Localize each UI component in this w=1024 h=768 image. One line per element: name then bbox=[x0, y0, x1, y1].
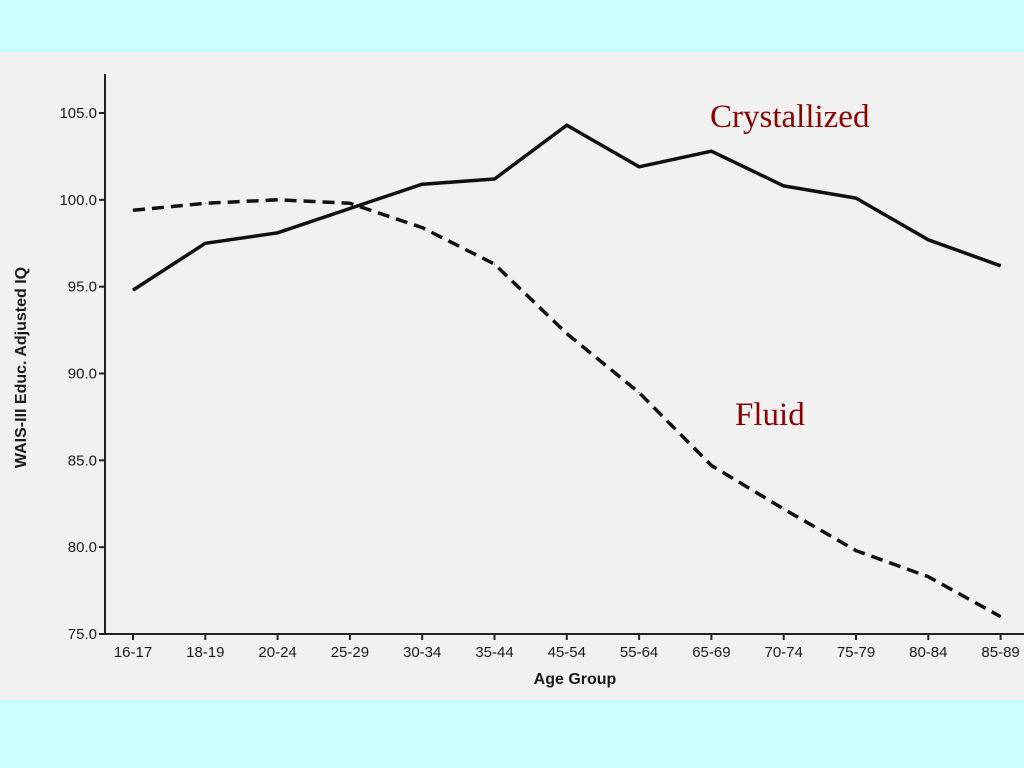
data-point-fluid bbox=[783, 508, 785, 510]
data-point-fluid bbox=[349, 202, 351, 204]
x-tick-label: 70-74 bbox=[765, 644, 803, 661]
data-point-crystallized bbox=[710, 150, 712, 152]
data-point-fluid bbox=[710, 465, 712, 467]
series-line-crystallized bbox=[132, 123, 1002, 292]
data-point-fluid bbox=[132, 209, 134, 211]
data-point-fluid bbox=[1000, 616, 1002, 618]
x-tick-label: 45-54 bbox=[548, 644, 586, 661]
data-point-crystallized bbox=[638, 166, 640, 168]
x-tick-label: 35-44 bbox=[475, 644, 513, 661]
data-point-fluid bbox=[204, 202, 206, 204]
x-tick-label: 65-69 bbox=[692, 644, 730, 661]
data-point-crystallized bbox=[566, 124, 568, 126]
chart-axes bbox=[104, 74, 1024, 635]
data-point-crystallized bbox=[855, 197, 857, 199]
x-tick-label: 20-24 bbox=[258, 644, 296, 661]
x-tick-label: 16-17 bbox=[114, 644, 152, 661]
data-point-crystallized bbox=[132, 289, 134, 291]
data-point-fluid bbox=[638, 392, 640, 394]
y-tick-label: 100.0 bbox=[59, 192, 97, 209]
y-tick-label: 90.0 bbox=[68, 366, 97, 383]
y-tick-label: 85.0 bbox=[68, 452, 97, 469]
y-tick-label: 105.0 bbox=[59, 105, 97, 122]
y-tick-label: 75.0 bbox=[68, 626, 97, 643]
x-tick-label: 75-79 bbox=[837, 644, 875, 661]
data-point-fluid bbox=[855, 550, 857, 552]
series-label-fluid: Fluid bbox=[735, 397, 805, 433]
chart-panel bbox=[0, 52, 1024, 700]
data-point-fluid bbox=[927, 576, 929, 578]
x-tick-label: 25-29 bbox=[331, 644, 369, 661]
data-point-fluid bbox=[421, 227, 423, 229]
data-point-crystallized bbox=[421, 183, 423, 185]
series-line-fluid bbox=[132, 198, 1002, 619]
x-tick-label: 18-19 bbox=[186, 644, 224, 661]
data-point-crystallized bbox=[204, 242, 206, 244]
data-point-crystallized bbox=[494, 178, 495, 180]
data-point-crystallized bbox=[349, 208, 351, 210]
x-tick-label: 55-64 bbox=[620, 644, 658, 661]
line-chart: 75.0 80.0 85.0 90.0 95.0 100.0 105.0 16-17 18-1… bbox=[13, 74, 1024, 688]
x-ticks: 16-17 18-19 20-24 25-29 30-34 35-44 45-54 55-64… bbox=[114, 634, 1020, 661]
data-point-crystallized bbox=[277, 232, 279, 234]
x-tick-label: 80-84 bbox=[909, 644, 947, 661]
x-axis-label: Age Group bbox=[534, 671, 617, 688]
y-tick-label: 80.0 bbox=[68, 539, 97, 556]
data-point-crystallized bbox=[927, 239, 929, 241]
data-point-crystallized bbox=[783, 185, 785, 187]
x-tick-label: 85-89 bbox=[981, 644, 1019, 661]
series-label-crystallized: Crystallized bbox=[710, 99, 870, 135]
series-lines bbox=[132, 123, 1002, 619]
y-tick-label: 95.0 bbox=[68, 279, 97, 296]
y-axis-label: WAIS-III Educ. Adjusted IQ bbox=[13, 267, 30, 468]
data-point-fluid bbox=[566, 333, 568, 335]
data-point-crystallized bbox=[1000, 265, 1002, 267]
data-point-fluid bbox=[277, 199, 279, 201]
x-tick-label: 30-34 bbox=[403, 644, 441, 661]
y-ticks: 75.0 80.0 85.0 90.0 95.0 100.0 105.0 bbox=[59, 105, 105, 643]
data-point-fluid bbox=[494, 263, 495, 265]
